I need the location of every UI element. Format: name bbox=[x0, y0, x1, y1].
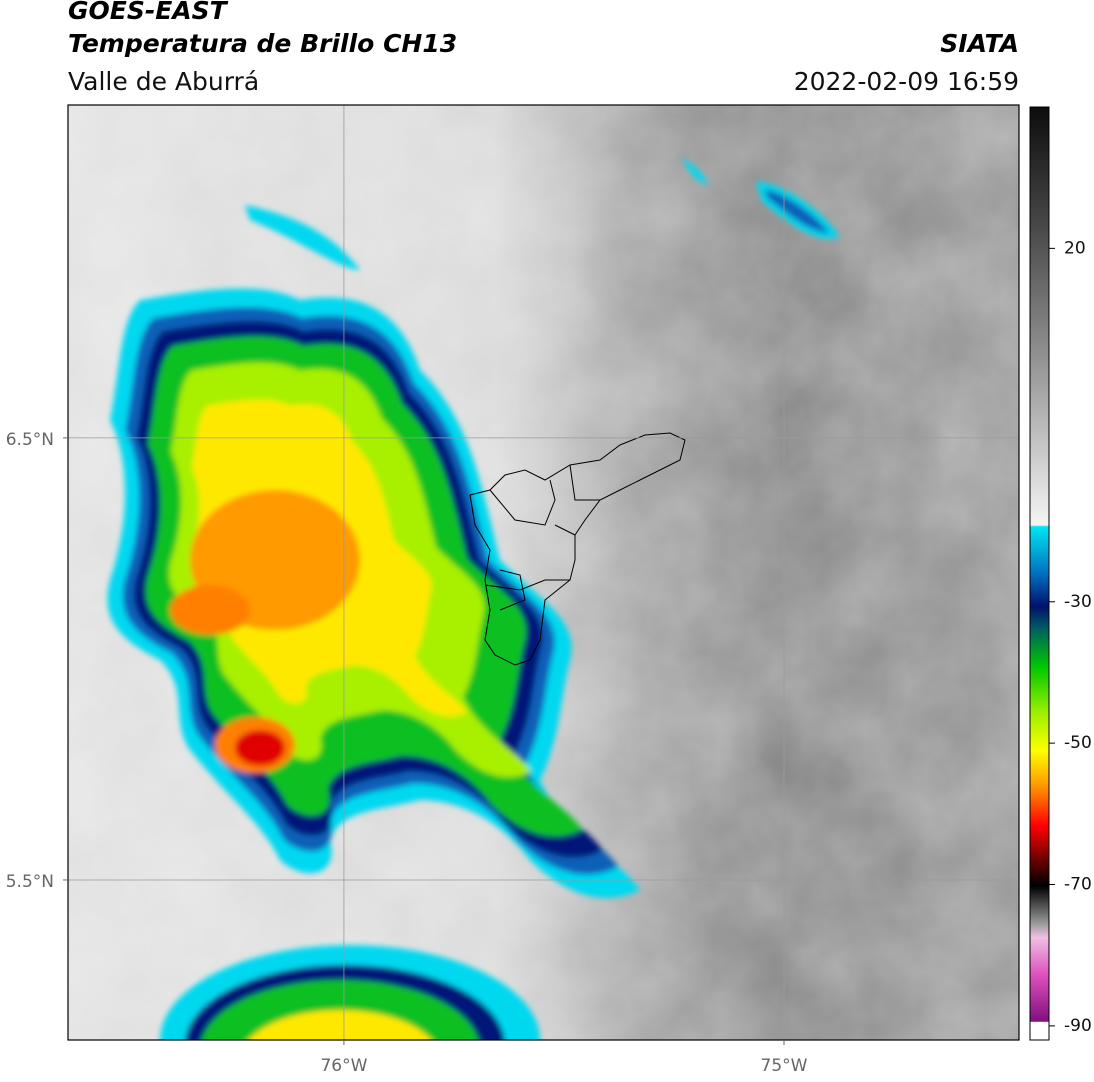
colorbar-tick-label: -90 bbox=[1064, 1016, 1092, 1036]
x-tick-label: 76°W bbox=[320, 1056, 367, 1076]
datetime: 2022-02-09 16:59 bbox=[794, 67, 1019, 96]
region: Valle de Aburrá bbox=[68, 67, 259, 96]
storm-core bbox=[170, 585, 250, 635]
streak bbox=[682, 158, 708, 185]
streak bbox=[755, 181, 841, 239]
title: GOES-EAST bbox=[68, 0, 229, 25]
y-tick-label: 5.5°N bbox=[6, 872, 54, 892]
subtitle: Temperatura de Brillo CH13 bbox=[68, 29, 457, 58]
map-frame bbox=[67, 104, 1020, 1041]
colorbar-tick-label: 20 bbox=[1064, 238, 1086, 258]
colorbar bbox=[1029, 106, 1050, 1041]
y-tick-label: 6.5°N bbox=[6, 430, 54, 450]
colorbar-tick-label: -30 bbox=[1064, 592, 1092, 612]
valley-boundaries bbox=[469, 432, 686, 666]
source: SIATA bbox=[940, 29, 1019, 58]
storm-core bbox=[235, 730, 285, 766]
storm-main bbox=[107, 288, 640, 899]
streak bbox=[245, 205, 360, 270]
satellite-image bbox=[68, 105, 1019, 1040]
colorbar-tick-label: -50 bbox=[1064, 733, 1092, 753]
x-tick-label: 75°W bbox=[761, 1056, 808, 1076]
grid bbox=[68, 105, 1019, 1040]
storm-layer bbox=[248, 1010, 432, 1040]
storm-south bbox=[160, 158, 841, 1040]
colorbar-tick-label: -70 bbox=[1064, 875, 1092, 895]
